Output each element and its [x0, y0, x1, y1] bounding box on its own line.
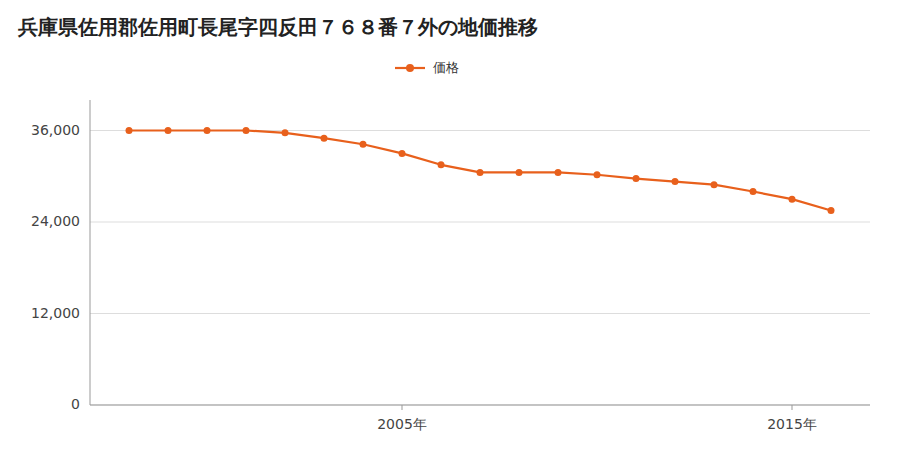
marker: [438, 161, 445, 168]
marker: [633, 175, 640, 182]
marker: [282, 129, 289, 136]
y-axis-line: [90, 100, 91, 405]
plot-data: [126, 127, 835, 214]
x-tick-label: 2005年: [377, 416, 427, 432]
marker: [204, 127, 211, 134]
marker: [516, 169, 523, 176]
marker: [477, 169, 484, 176]
x-tick: [402, 405, 403, 410]
marker: [711, 181, 718, 188]
marker: [126, 127, 133, 134]
marker: [594, 171, 601, 178]
marker: [555, 169, 562, 176]
marker: [360, 141, 367, 148]
legend-swatch-marker: [406, 64, 414, 72]
marker: [789, 196, 796, 203]
line: [129, 131, 831, 211]
marker: [399, 150, 406, 157]
x-tick: [792, 405, 793, 410]
legend: 価格: [395, 60, 459, 75]
y-tick-label: 24,000: [31, 213, 80, 229]
title: 兵庫県佐用郡佐用町長尾字四反田７６８番７外の地価推移: [17, 15, 538, 39]
y-tick-label: 12,000: [31, 305, 80, 321]
legend-label: 価格: [433, 60, 459, 75]
x-tick-label: 2015年: [767, 416, 817, 432]
grid-line: [90, 222, 870, 223]
y-grid: [90, 131, 870, 406]
x-axis-line: [90, 405, 870, 406]
marker: [243, 127, 250, 134]
marker: [828, 207, 835, 214]
marker: [321, 135, 328, 142]
y-tick-label: 36,000: [31, 122, 80, 138]
grid-line: [90, 313, 870, 314]
marker: [672, 178, 679, 185]
chart: 兵庫県佐用郡佐用町長尾字四反田７６８番７外の地価推移 0 12,000 24,000 3…: [0, 0, 900, 450]
y-tick-label: 0: [71, 396, 80, 412]
grid-line: [90, 405, 870, 406]
marker: [165, 127, 172, 134]
marker: [750, 188, 757, 195]
